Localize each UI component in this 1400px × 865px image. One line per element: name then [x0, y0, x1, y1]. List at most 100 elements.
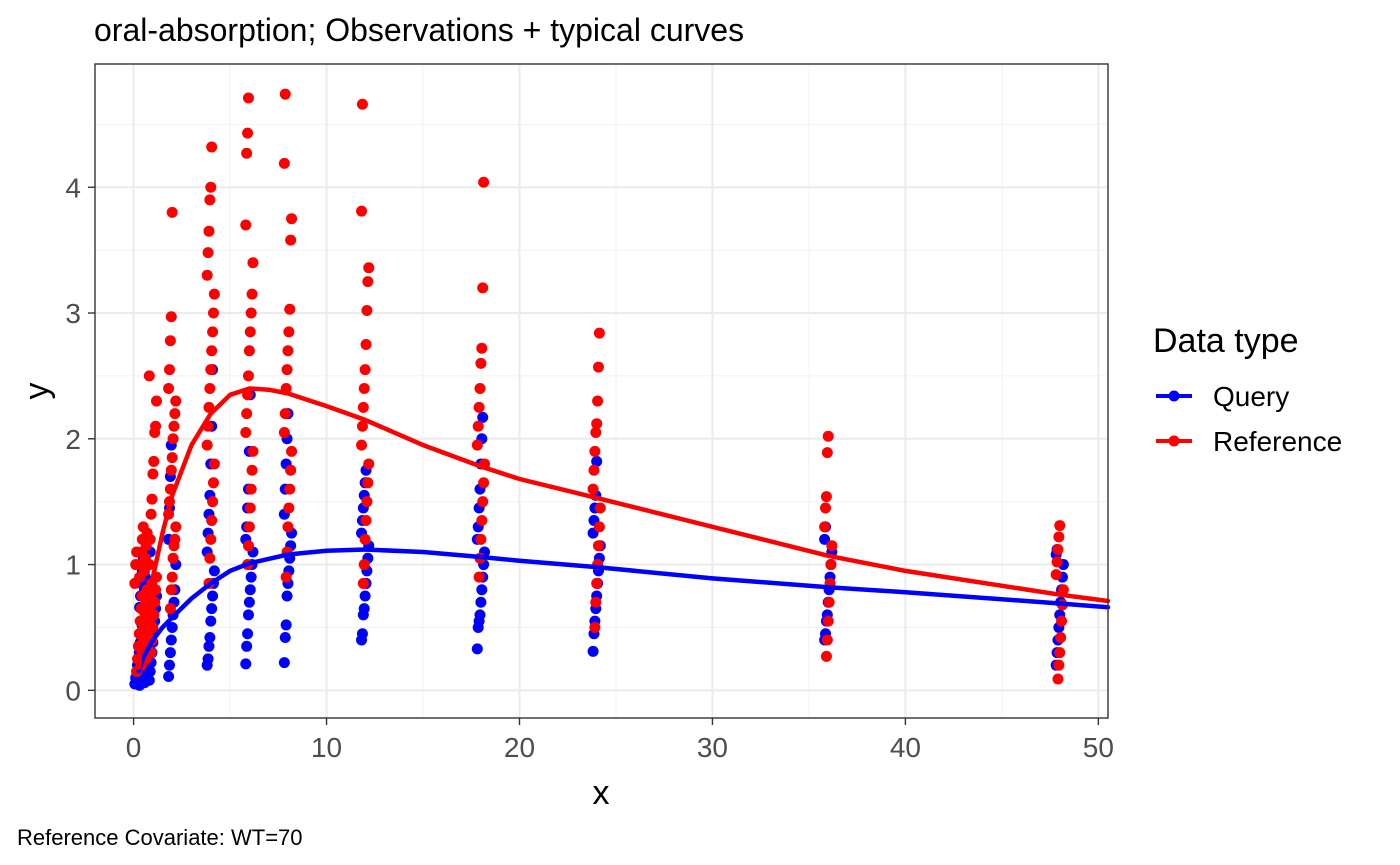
- x-tick-label: 10: [311, 732, 342, 763]
- point-reference: [1055, 632, 1067, 644]
- point-reference: [143, 370, 155, 382]
- point-query: [475, 596, 487, 608]
- point-reference: [208, 458, 220, 470]
- point-reference: [590, 596, 602, 608]
- point-reference: [167, 433, 179, 445]
- point-reference: [202, 247, 214, 259]
- point-reference: [356, 205, 368, 217]
- point-reference: [589, 621, 601, 633]
- point-reference: [278, 157, 290, 169]
- point-reference: [587, 483, 599, 495]
- point-reference: [243, 521, 255, 533]
- point-query: [202, 653, 214, 665]
- point-reference: [821, 447, 833, 459]
- point-reference: [1057, 584, 1069, 596]
- point-query: [356, 628, 368, 640]
- point-reference: [149, 596, 161, 608]
- point-reference: [363, 458, 375, 470]
- point-query: [358, 603, 370, 615]
- point-reference: [476, 342, 488, 354]
- point-reference: [476, 515, 488, 527]
- point-query: [474, 609, 486, 621]
- point-reference: [284, 483, 296, 495]
- point-reference: [356, 420, 368, 432]
- point-reference: [358, 382, 370, 394]
- point-reference: [242, 127, 254, 139]
- point-reference: [207, 496, 219, 508]
- point-reference: [164, 335, 176, 347]
- point-reference: [205, 364, 217, 376]
- point-reference: [593, 521, 605, 533]
- point-reference: [1054, 647, 1066, 659]
- point-reference: [206, 141, 218, 153]
- point-reference: [361, 496, 373, 508]
- point-reference: [592, 540, 604, 552]
- point-reference: [205, 181, 217, 193]
- point-query: [143, 674, 155, 686]
- point-reference: [168, 420, 180, 432]
- y-tick-label: 2: [65, 424, 81, 455]
- point-query: [144, 665, 156, 677]
- point-reference: [477, 282, 489, 294]
- point-reference: [474, 382, 486, 394]
- legend-title: Data type: [1153, 322, 1299, 360]
- point-query: [208, 565, 220, 577]
- point-reference: [143, 559, 155, 571]
- x-axis-ticks: 0 10 20 30 40 50: [126, 718, 1114, 763]
- point-reference: [241, 147, 253, 159]
- point-reference: [204, 194, 216, 206]
- point-reference: [820, 502, 832, 514]
- point-reference: [242, 370, 254, 382]
- point-reference: [472, 420, 484, 432]
- panel-border: [94, 63, 1109, 719]
- point-reference: [1054, 520, 1066, 532]
- point-reference: [150, 395, 162, 407]
- typical-curves: [136, 386, 1111, 674]
- y-tick-label: 4: [65, 172, 81, 203]
- point-reference: [1053, 531, 1065, 543]
- point-reference: [204, 382, 216, 394]
- point-query: [243, 596, 255, 608]
- point-query: [281, 590, 293, 602]
- point-reference: [822, 430, 834, 442]
- point-query: [242, 628, 254, 640]
- point-reference: [592, 361, 604, 373]
- point-reference: [588, 464, 600, 476]
- point-reference: [201, 269, 213, 281]
- point-reference: [147, 621, 159, 633]
- point-reference: [359, 364, 371, 376]
- x-tick-label: 40: [890, 732, 921, 763]
- point-reference: [247, 257, 259, 269]
- point-reference: [203, 225, 215, 237]
- y-tick-label: 1: [65, 550, 81, 581]
- x-tick-label: 50: [1083, 732, 1114, 763]
- point-query: [244, 584, 256, 596]
- point-reference: [148, 455, 160, 467]
- legend-item-reference: Reference: [1156, 426, 1342, 457]
- point-reference: [1050, 569, 1062, 581]
- x-tick-label: 0: [126, 732, 142, 763]
- point-reference: [285, 464, 297, 476]
- point-reference: [164, 603, 176, 615]
- point-query: [163, 659, 175, 671]
- point-reference: [593, 327, 605, 339]
- point-reference: [360, 515, 372, 527]
- point-reference: [821, 634, 833, 646]
- point-reference: [148, 609, 160, 621]
- point-query: [166, 621, 178, 633]
- point-reference: [283, 502, 295, 514]
- point-reference: [471, 439, 483, 451]
- point-reference: [243, 345, 255, 357]
- y-axis-label: y: [18, 383, 56, 400]
- point-reference: [207, 307, 219, 319]
- point-reference: [282, 345, 294, 357]
- point-query: [163, 670, 175, 682]
- point-reference: [146, 493, 158, 505]
- point-reference: [207, 477, 219, 489]
- point-query: [591, 455, 603, 467]
- point-reference: [169, 408, 181, 420]
- point-reference: [357, 577, 369, 589]
- point-reference: [170, 395, 182, 407]
- point-reference: [359, 533, 371, 545]
